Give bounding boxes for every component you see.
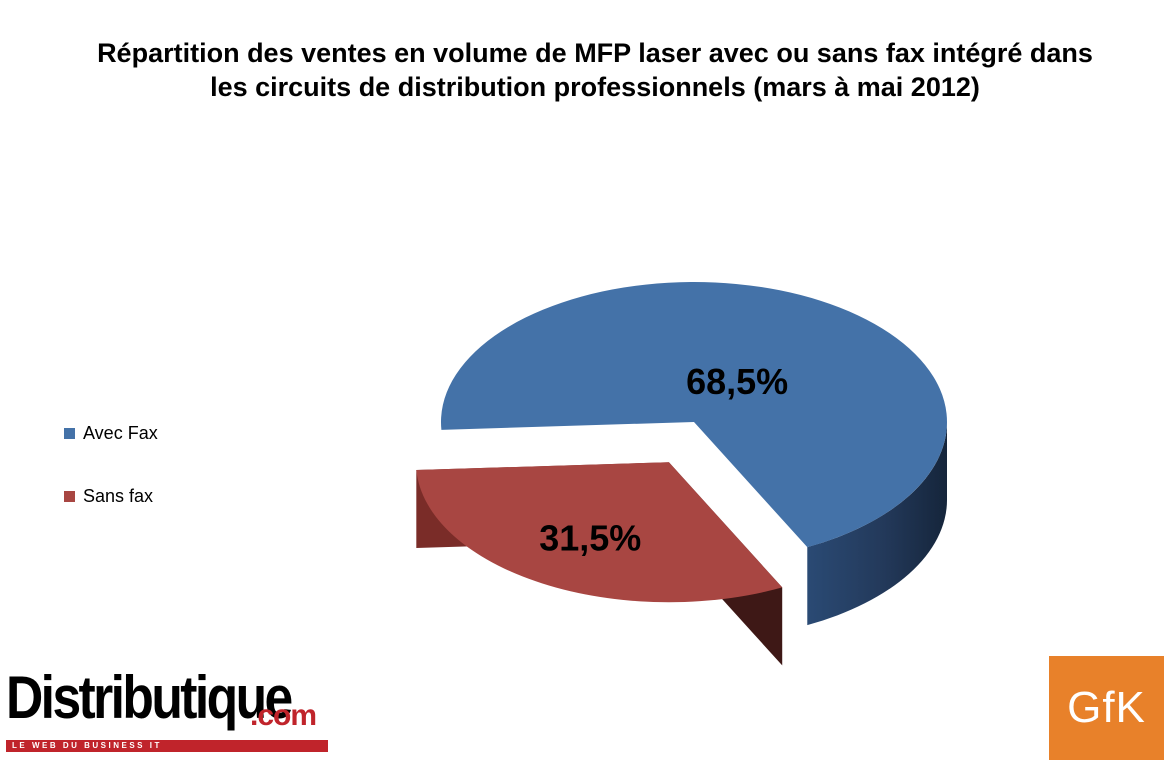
- pie-slice-sans-fax: [416, 462, 783, 603]
- data-label-avec-fax: 68,5%: [686, 361, 788, 402]
- distributique-logo: Distributique .com LE WEB DU BUSINESS IT: [6, 662, 336, 762]
- legend-swatch-sans-fax: [64, 490, 75, 502]
- legend-item-avec-fax: Avec Fax: [64, 423, 158, 443]
- legend-label-sans-fax: Sans fax: [83, 485, 154, 506]
- legend-item-sans-fax: Sans fax: [64, 486, 153, 506]
- legend-label-avec-fax: Avec Fax: [83, 422, 158, 443]
- pie-rim-avec-fax: [807, 422, 948, 626]
- legend-swatch-avec-fax: [64, 427, 75, 439]
- distributique-logo-tagline: LE WEB DU BUSINESS IT: [6, 740, 328, 752]
- data-label-sans-fax: 31,5%: [539, 517, 641, 558]
- gfk-logo: GfK: [1049, 656, 1164, 760]
- chart-title-line-1: Répartition des ventes en volume de MFP …: [97, 38, 1093, 68]
- pie-slice-avec-fax: [441, 281, 947, 548]
- chart-title: Répartition des ventes en volume de MFP …: [40, 36, 1150, 104]
- chart-title-line-2: les circuits de distribution professionn…: [210, 72, 980, 102]
- distributique-logo-text: Distributique: [6, 664, 293, 731]
- distributique-logo-suffix: .com: [250, 699, 317, 732]
- pie-slice-side-avec-fax: [807, 422, 948, 626]
